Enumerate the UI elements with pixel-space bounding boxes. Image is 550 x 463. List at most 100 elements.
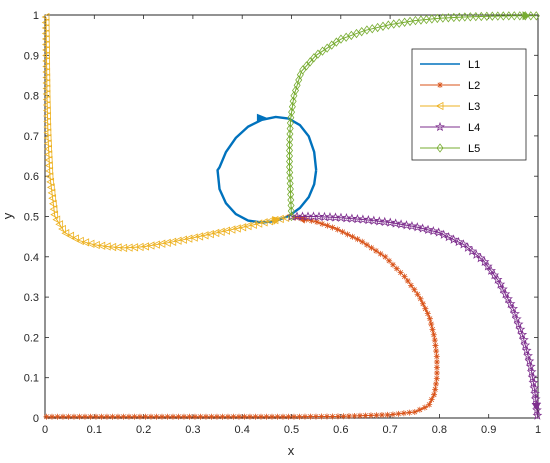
x-tick-label: 0 — [42, 424, 48, 436]
marker-L3 — [195, 232, 204, 241]
marker-L2 — [411, 408, 418, 415]
marker-L3 — [41, 29, 50, 38]
marker-L3 — [211, 228, 220, 238]
marker-L5 — [406, 16, 414, 27]
y-tick-label: 0.8 — [24, 91, 39, 103]
marker-L4 — [527, 372, 538, 382]
marker-L3 — [43, 133, 52, 143]
legend-item-L1: L1 — [420, 59, 480, 71]
marker-L5 — [302, 61, 310, 71]
marker-L2 — [395, 410, 402, 417]
marker-L2 — [389, 261, 396, 268]
marker-L5 — [472, 11, 480, 22]
marker-L3 — [281, 213, 290, 223]
marker-L5 — [286, 184, 294, 194]
marker-L3 — [45, 161, 53, 170]
marker-L3 — [55, 220, 64, 229]
legend-marker — [435, 121, 445, 132]
marker-L3 — [81, 238, 90, 247]
marker-L2 — [416, 406, 423, 413]
legend-label: L2 — [468, 80, 480, 92]
marker-L4 — [523, 350, 533, 361]
marker-L5 — [286, 118, 294, 128]
direction-arrow-L4 — [531, 402, 541, 411]
legend-marker — [435, 101, 444, 111]
marker-L2 — [329, 413, 336, 420]
marker-L4 — [401, 220, 412, 230]
x-tick-label: 0.7 — [382, 424, 397, 436]
marker-L2 — [433, 364, 440, 371]
marker-L4 — [505, 298, 516, 309]
marker-L2 — [318, 413, 325, 420]
marker-L2 — [274, 413, 281, 420]
marker-L3 — [222, 226, 231, 235]
marker-L2 — [329, 224, 336, 231]
marker-L4 — [495, 279, 506, 289]
marker-L2 — [422, 305, 429, 312]
marker-L4 — [374, 216, 385, 226]
marker-L4 — [482, 261, 493, 271]
marker-L4 — [486, 265, 496, 275]
marker-L4 — [503, 293, 513, 304]
marker-L5 — [450, 12, 458, 23]
marker-L2 — [373, 247, 380, 254]
marker-L4 — [347, 213, 357, 223]
marker-L4 — [368, 215, 379, 225]
marker-L2 — [323, 413, 330, 420]
marker-L2 — [428, 396, 435, 403]
marker-L2 — [349, 233, 356, 240]
marker-L3 — [41, 40, 50, 49]
marker-L3 — [184, 234, 193, 243]
marker-L2 — [70, 413, 77, 420]
marker-L4 — [358, 214, 368, 224]
marker-L2 — [120, 413, 127, 420]
marker-L5 — [332, 37, 340, 47]
marker-L4 — [500, 288, 511, 299]
series-L5 — [286, 11, 540, 222]
marker-L5 — [310, 53, 318, 63]
legend-item-L5: L5 — [420, 143, 480, 155]
marker-L2 — [377, 250, 384, 257]
marker-L5 — [288, 107, 296, 117]
marker-L2 — [324, 222, 331, 229]
marker-L5 — [288, 211, 295, 222]
marker-L3 — [216, 227, 225, 237]
marker-L3 — [238, 223, 247, 232]
marker-L3 — [41, 34, 50, 44]
marker-L2 — [219, 413, 226, 420]
marker-L5 — [323, 43, 331, 53]
marker-L3 — [189, 233, 198, 242]
marker-L2 — [354, 236, 361, 243]
marker-L2 — [362, 412, 369, 419]
marker-L2 — [197, 413, 204, 420]
marker-L2 — [414, 291, 421, 298]
marker-L2 — [433, 348, 440, 355]
y-tick-label: 0.2 — [24, 332, 39, 344]
marker-L3 — [61, 229, 70, 238]
marker-L2 — [296, 413, 303, 420]
marker-L3 — [42, 45, 50, 55]
marker-L5 — [477, 11, 485, 22]
marker-L2 — [114, 413, 121, 420]
marker-L4 — [471, 249, 482, 259]
marker-L5 — [287, 200, 295, 211]
marker-L4 — [489, 270, 500, 280]
marker-L4 — [352, 213, 363, 224]
x-axis-label: x — [288, 443, 295, 458]
marker-L2 — [433, 358, 440, 365]
marker-L2 — [224, 413, 231, 420]
series-L2 — [43, 214, 440, 420]
marker-L3 — [49, 205, 58, 214]
marker-L3 — [42, 106, 51, 115]
marker-L4 — [524, 356, 535, 366]
marker-L5 — [439, 13, 447, 23]
series-L4 — [286, 211, 543, 420]
marker-L3 — [42, 56, 50, 66]
marker-L2 — [43, 413, 50, 420]
marker-L2 — [257, 413, 264, 420]
legend-box — [411, 48, 527, 161]
marker-L5 — [422, 14, 430, 25]
marker-L2 — [290, 413, 297, 420]
marker-L2 — [429, 326, 436, 333]
marker-L2 — [382, 253, 389, 260]
